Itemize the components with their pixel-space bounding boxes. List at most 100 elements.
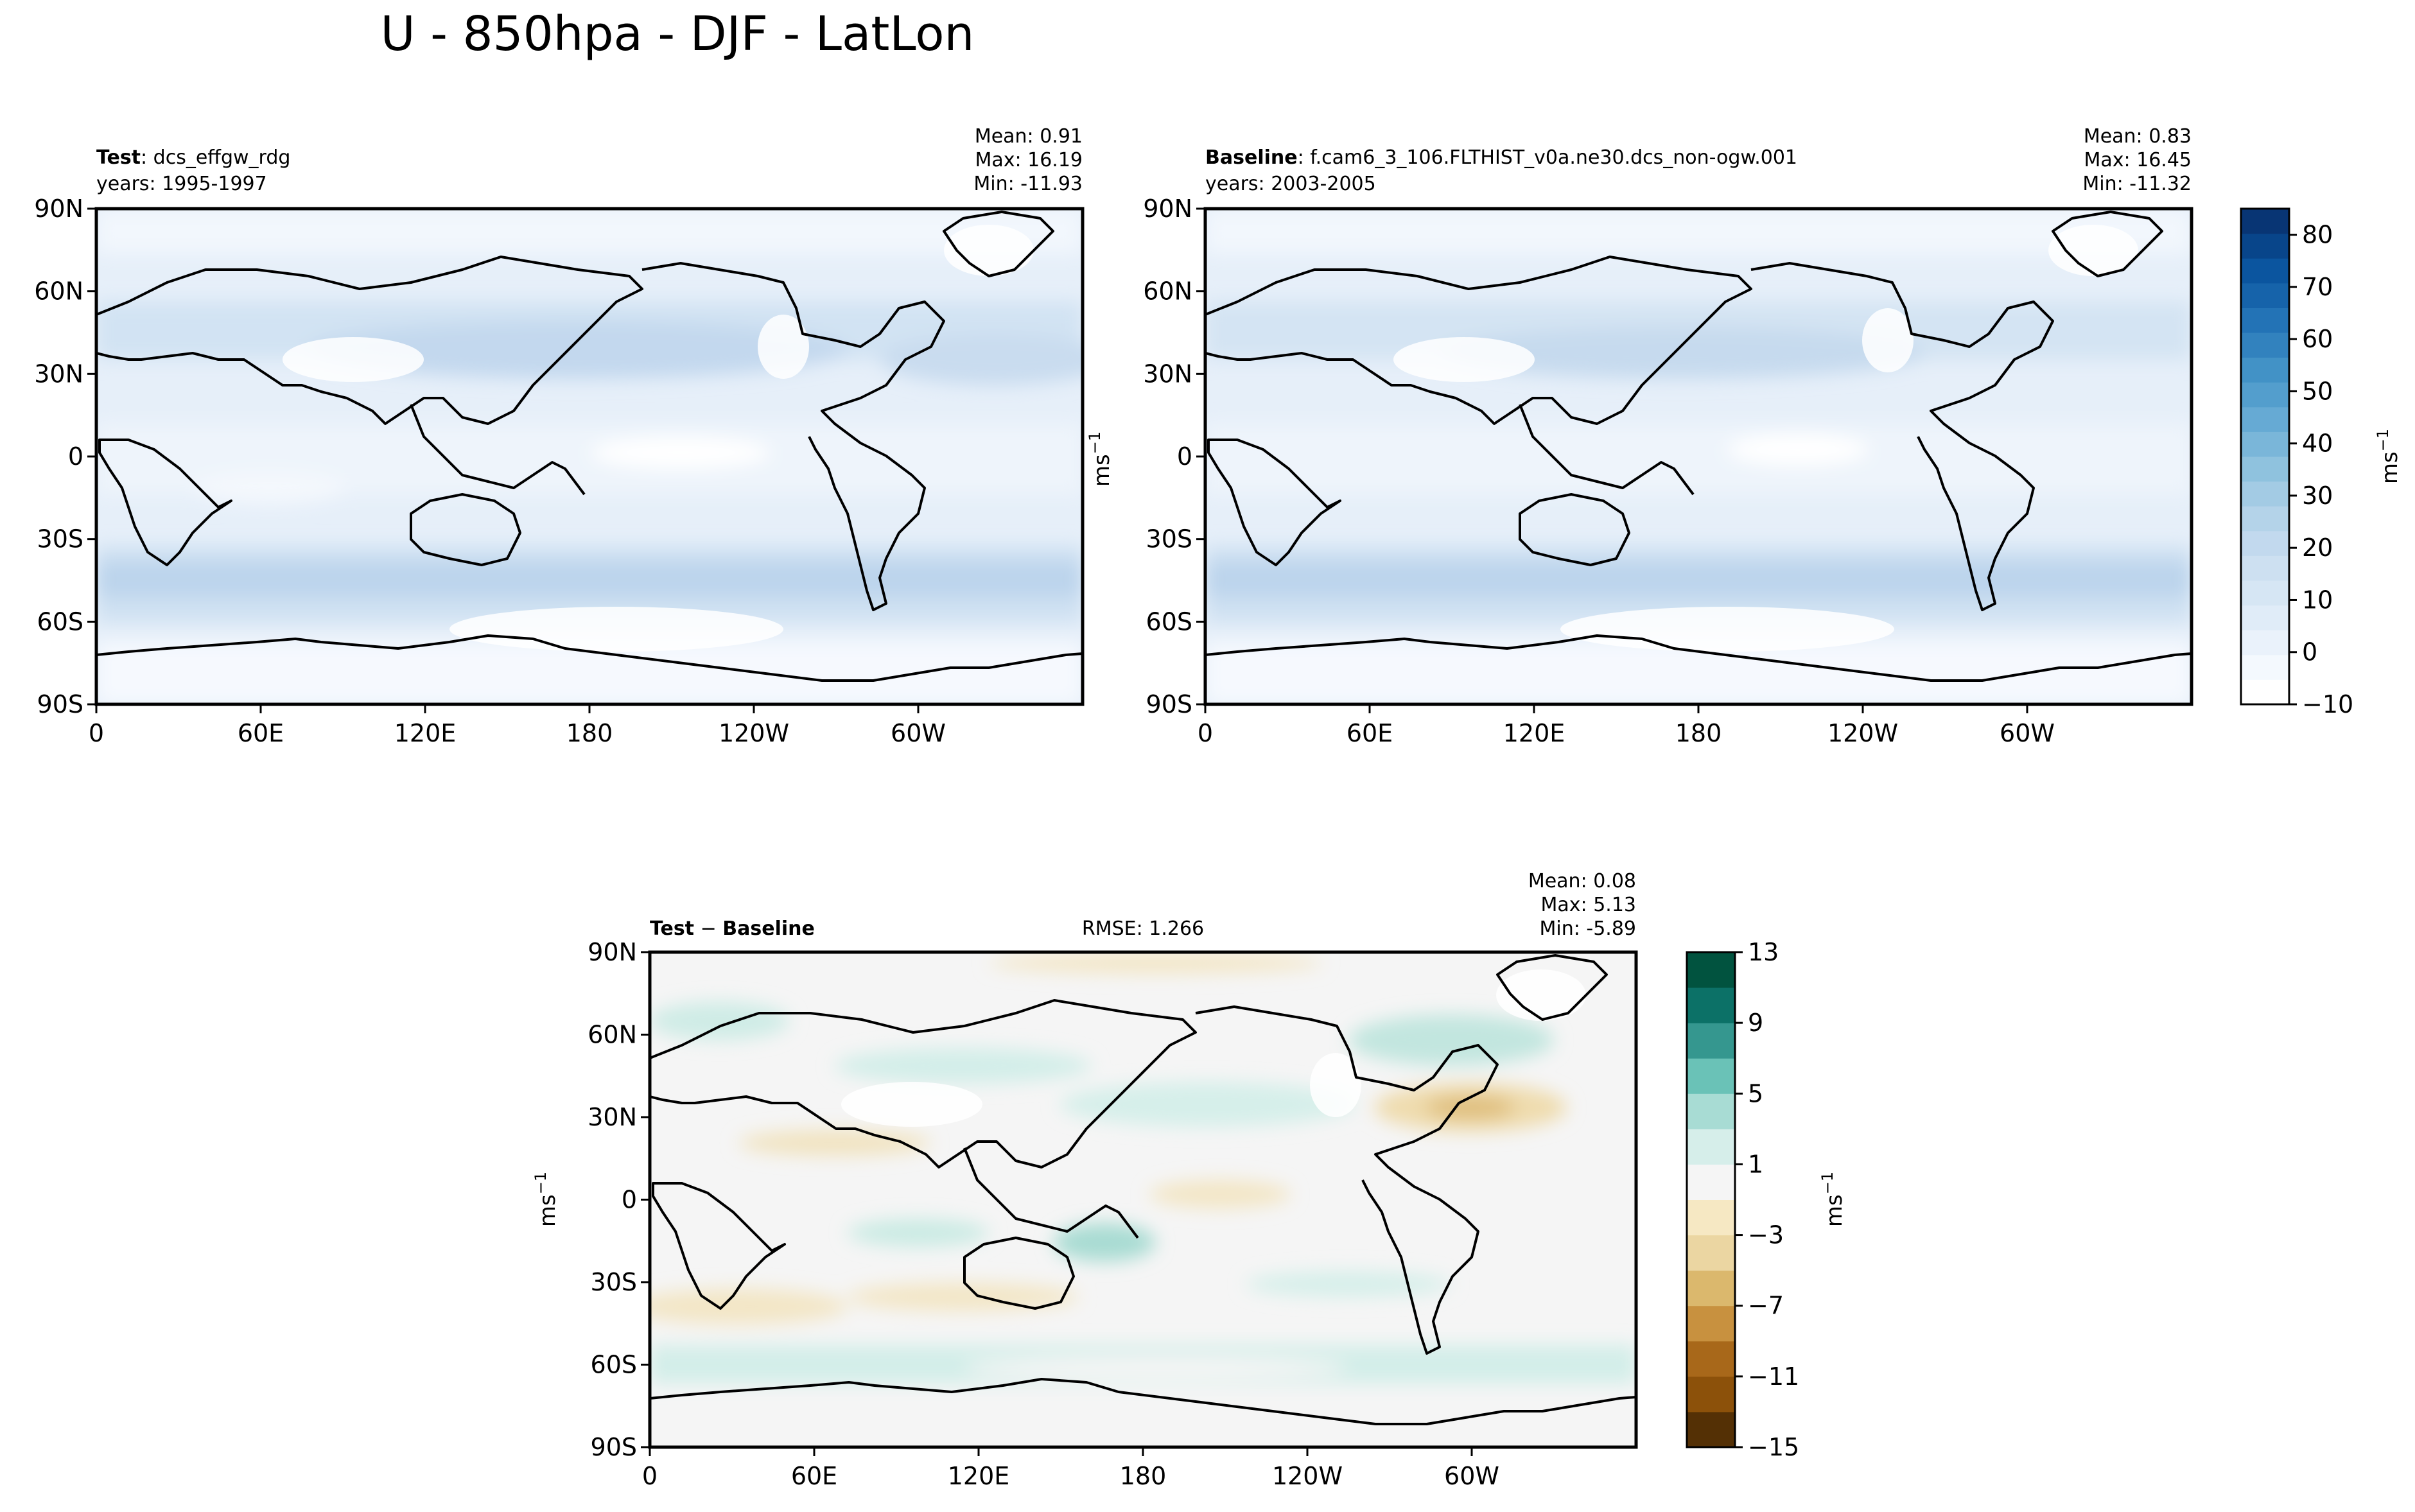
- colorbar-blues-segment: [2241, 654, 2289, 680]
- xtick-label: 60E: [791, 1462, 837, 1490]
- colorbar-blues-segment: [2241, 431, 2289, 457]
- colorbar-diff-segment: [1687, 1023, 1735, 1059]
- ytick-label: 30S: [1146, 525, 1192, 553]
- xtick-label: 60W: [2000, 719, 2055, 747]
- ytick-label: 60S: [591, 1351, 637, 1379]
- colorbar-diff-tick-label: −7: [1748, 1292, 1784, 1320]
- colorbar-blues-segment: [2241, 630, 2289, 656]
- colorbar-blues-tick-label: 0: [2302, 638, 2317, 666]
- colorbar-diff-segment: [1687, 1411, 1735, 1448]
- colorbar-blues-segment: [2241, 282, 2289, 308]
- ytick-label: 60N: [34, 277, 83, 306]
- panel-baseline-stat-mean: Mean: 0.83: [2084, 125, 2192, 148]
- panel-test-coastlines: [96, 211, 1083, 682]
- colorbar-blues-tick-label: 60: [2302, 325, 2333, 353]
- xtick-label: 120E: [1503, 719, 1565, 747]
- colorbar-blues-tick-label: 10: [2302, 586, 2333, 614]
- xtick-label: 120W: [1272, 1462, 1343, 1490]
- panel-difference: Test − Baseline RMSE: 1.266 Mean: 0.08 M…: [588, 870, 1638, 1490]
- panel-baseline-stat-max: Max: 16.45: [2084, 149, 2192, 171]
- panel-test-yticks: 90N 60N 30N 0 30S 60S 90S: [34, 195, 96, 718]
- xtick-label: 0: [642, 1462, 658, 1490]
- colorbar-diff-ticks: 13 9 5 1 −3 −7 −11 −15: [1735, 938, 1799, 1461]
- colorbar-blues-unit: ms−1: [2374, 429, 2403, 484]
- panel-baseline-coastlines: [1205, 211, 2192, 682]
- colorbar-blues-segment: [2241, 506, 2289, 532]
- colorbar-diff-segment: [1687, 1164, 1735, 1200]
- ytick-label: 90S: [1146, 690, 1192, 718]
- bottom-left-unit-sup: −1: [532, 1172, 550, 1194]
- xtick-label: 120E: [948, 1462, 1010, 1490]
- xtick-label: 60E: [238, 719, 284, 747]
- panel-difference-label: Test − Baseline: [650, 917, 815, 940]
- colorbar-blues-tick-label: 80: [2302, 221, 2333, 249]
- xtick-label: 180: [566, 719, 613, 747]
- colorbar-blues-ticks: 80 70 60 50 40 30 20 10 0 −10: [2289, 221, 2353, 718]
- ytick-label: 60S: [37, 607, 83, 636]
- colorbar-blues-segment: [2241, 605, 2289, 630]
- colorbar-blues-segment: [2241, 233, 2289, 259]
- ytick-label: 60N: [588, 1021, 637, 1049]
- colorbar-blues-tick-label: 20: [2302, 534, 2333, 562]
- panel-test-label-bold: Test: [96, 146, 141, 169]
- panel-difference-stat-mean: Mean: 0.08: [1528, 870, 1636, 892]
- colorbar-blues: 80 70 60 50 40 30 20 10 0 −10 ms−1: [2240, 207, 2403, 718]
- ytick-label: 90S: [591, 1433, 637, 1461]
- ytick-label: 90S: [37, 690, 83, 718]
- ytick-label: 30S: [591, 1268, 637, 1296]
- panel-difference-rmse: RMSE: 1.266: [1082, 917, 1204, 940]
- xtick-label: 0: [89, 719, 104, 747]
- xtick-label: 180: [1675, 719, 1722, 747]
- colorbar-blues-unit-sup: −1: [2374, 429, 2392, 451]
- colorbar-blues-segment: [2241, 406, 2289, 432]
- colorbar-diff-segment: [1687, 1199, 1735, 1236]
- colorbar-blues-segment: [2241, 456, 2289, 482]
- colorbar-diff-segment: [1687, 1341, 1735, 1377]
- ytick-label: 30N: [588, 1103, 637, 1131]
- colorbar-blues-tick-label: 50: [2302, 377, 2333, 405]
- colorbar-blues-tick-label: 30: [2302, 482, 2333, 510]
- panel-difference-stat-min: Min: -5.89: [1540, 917, 1637, 940]
- colorbar-diff-tick-label: 1: [1748, 1150, 1763, 1178]
- colorbar-diff-unit-text: ms: [1822, 1194, 1847, 1227]
- panel-test-field: [96, 209, 1083, 704]
- colorbar-diff-segment: [1687, 952, 1735, 988]
- panel-baseline-label-rest: : f.cam6_3_106.FLTHIST_v0a.ne30.dcs_non-…: [1298, 146, 1797, 169]
- figure-title: U - 850hpa - DJF - LatLon: [381, 6, 975, 62]
- panel-test-stat-mean: Mean: 0.91: [975, 125, 1083, 148]
- colorbar-diff-tick-label: −11: [1748, 1362, 1799, 1391]
- colorbar-blues-frame: [2240, 207, 2290, 706]
- colorbar-diff-segment: [1687, 1129, 1735, 1165]
- colorbar-diff-tick-label: 9: [1748, 1009, 1763, 1037]
- panel-baseline: Baseline: f.cam6_3_106.FLTHIST_v0a.ne30.…: [1143, 125, 2193, 747]
- xtick-label: 60W: [1444, 1462, 1499, 1490]
- bottom-left-unit-label: ms−1: [532, 1172, 561, 1227]
- panel-test-label: Test: dcs_effgw_rdg: [96, 146, 290, 169]
- ytick-label: 90N: [588, 938, 637, 966]
- colorbar-diff-segment: [1687, 1376, 1735, 1412]
- panel-baseline-yticks: 90N 60N 30N 0 30S 60S 90S: [1143, 195, 1205, 718]
- ytick-label: 0: [1177, 442, 1192, 471]
- colorbar-diff-tick-label: −15: [1748, 1433, 1799, 1461]
- colorbar-blues-segment: [2241, 530, 2289, 556]
- xtick-label: 120W: [719, 719, 789, 747]
- colorbar-diff-segment: [1687, 1305, 1735, 1342]
- panel-baseline-label-bold: Baseline: [1205, 146, 1298, 169]
- colorbar-diff-segment: [1687, 987, 1735, 1023]
- panel-baseline-label: Baseline: f.cam6_3_106.FLTHIST_v0a.ne30.…: [1205, 146, 1797, 169]
- panel-baseline-stat-min: Min: -11.32: [2082, 173, 2192, 195]
- xtick-label: 120W: [1827, 719, 1898, 747]
- xtick-label: 0: [1198, 719, 1213, 747]
- panel-difference-label-bold2: Baseline: [722, 917, 815, 940]
- xtick-label: 120E: [394, 719, 457, 747]
- panel-difference-field: [650, 952, 1636, 1447]
- colorbar-diff-unit-sup: −1: [1818, 1172, 1836, 1194]
- xtick-label: 180: [1120, 1462, 1167, 1490]
- colorbar-blues-segments: [2241, 209, 2289, 705]
- colorbar-blues-segment: [2241, 481, 2289, 507]
- ytick-label: 90N: [34, 195, 83, 223]
- panel-test-stat-min: Min: -11.93: [973, 173, 1083, 195]
- ytick-label: 90N: [1143, 195, 1192, 223]
- panel-test-xticks: 0 60E 120E 180 120W 60W: [89, 704, 946, 747]
